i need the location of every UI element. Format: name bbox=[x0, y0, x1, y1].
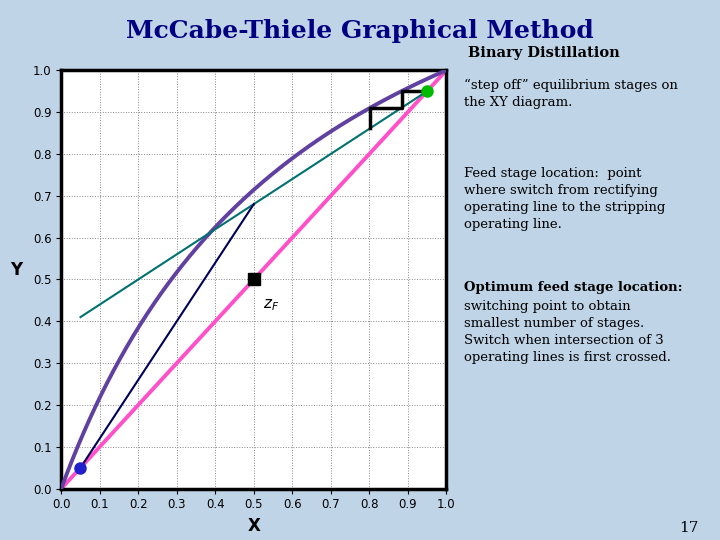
Text: “step off” equilibrium stages on
the XY diagram.: “step off” equilibrium stages on the XY … bbox=[464, 78, 678, 109]
X-axis label: X: X bbox=[248, 517, 260, 535]
Text: Optimum feed stage location:: Optimum feed stage location: bbox=[464, 281, 683, 294]
Text: 17: 17 bbox=[679, 521, 698, 535]
Text: Binary Distillation: Binary Distillation bbox=[468, 46, 619, 60]
Y-axis label: Y: Y bbox=[10, 261, 22, 280]
Text: McCabe-Thiele Graphical Method: McCabe-Thiele Graphical Method bbox=[126, 19, 594, 43]
Text: $z_F$: $z_F$ bbox=[264, 298, 279, 313]
Text: switching point to obtain
smallest number of stages.
Switch when intersection of: switching point to obtain smallest numbe… bbox=[464, 300, 672, 364]
Text: Feed stage location:  point
where switch from rectifying
operating line to the s: Feed stage location: point where switch … bbox=[464, 167, 666, 232]
